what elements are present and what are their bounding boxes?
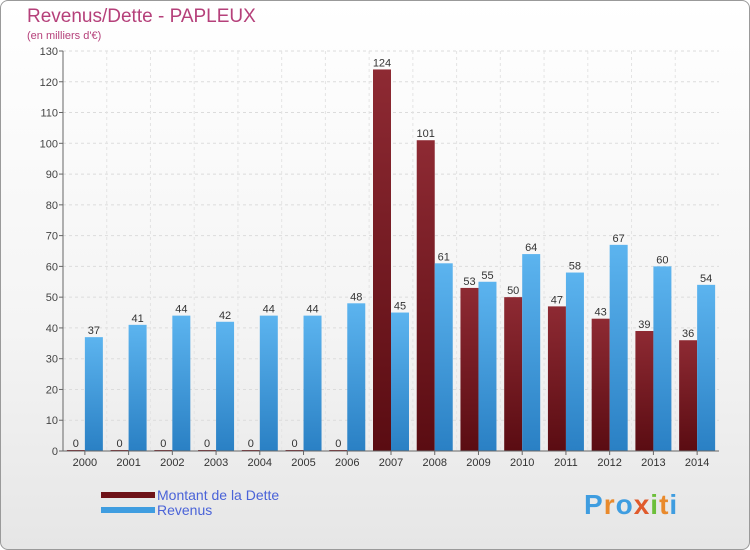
data-label-dette-2002: 0 bbox=[160, 438, 166, 450]
data-label-dette-2005: 0 bbox=[291, 438, 297, 450]
data-label-dette-2013: 39 bbox=[638, 319, 650, 331]
y-tick-label: 70 bbox=[46, 231, 58, 243]
data-label-dette-2011: 47 bbox=[551, 294, 563, 306]
bar-dette-2010 bbox=[504, 297, 523, 451]
legend-swatch-revenus bbox=[101, 506, 155, 513]
bar-revenus-2001 bbox=[128, 324, 147, 451]
data-label-revenus-2003: 42 bbox=[219, 310, 231, 322]
data-label-dette-2014: 36 bbox=[682, 328, 694, 340]
y-tick-label: 80 bbox=[46, 200, 58, 212]
y-tick-label: 120 bbox=[40, 77, 58, 89]
data-label-revenus-2010: 64 bbox=[525, 242, 537, 254]
x-axis: 2000 2001 2002 2003 2004 2005 2006 2007 2008 2009… bbox=[63, 450, 719, 469]
x-tick-label: 2000 bbox=[73, 457, 97, 469]
y-tick-label: 60 bbox=[46, 261, 58, 273]
x-tick-label: 2003 bbox=[204, 457, 228, 469]
data-label-dette-2006: 0 bbox=[335, 438, 341, 450]
data-label-revenus-2000: 37 bbox=[88, 325, 100, 337]
x-tick-label: 2009 bbox=[466, 457, 490, 469]
bar-revenus-2012 bbox=[609, 244, 628, 451]
bar-revenus-2011 bbox=[565, 272, 584, 451]
bar-revenus-2002 bbox=[172, 315, 191, 451]
x-tick-label: 2010 bbox=[510, 457, 534, 469]
data-label-dette-2007: 124 bbox=[373, 57, 391, 69]
bar-revenus-2013 bbox=[653, 266, 672, 451]
bar-dette-2007 bbox=[373, 69, 391, 451]
chart-title: Revenus/Dette - PAPLEUX bbox=[27, 6, 256, 27]
y-tick-label: 10 bbox=[46, 415, 58, 427]
y-tick-label: 50 bbox=[46, 292, 58, 304]
bar-revenus-2000 bbox=[84, 337, 103, 451]
bar-dette-2014 bbox=[679, 340, 698, 451]
data-label-revenus-2005: 44 bbox=[306, 304, 318, 316]
x-tick-label: 2013 bbox=[641, 457, 665, 469]
y-axis: 0 10 20 30 40 50 60 70 80 90 100 110 120 130 bbox=[40, 46, 64, 458]
bar-revenus-2007 bbox=[391, 312, 409, 451]
data-label-revenus-2007: 45 bbox=[394, 301, 406, 313]
proxiti-logo: Proxiti bbox=[584, 489, 679, 520]
data-label-revenus-2006: 48 bbox=[350, 291, 362, 303]
bar-revenus-2014 bbox=[697, 284, 716, 451]
bar-revenus-2008 bbox=[434, 263, 453, 451]
legend: Montant de la Dette Revenus bbox=[101, 486, 280, 518]
data-label-dette-2004: 0 bbox=[248, 438, 254, 450]
data-label-revenus-2013: 60 bbox=[656, 254, 668, 266]
data-label-revenus-2012: 67 bbox=[613, 233, 625, 245]
x-tick-label: 2004 bbox=[248, 457, 272, 469]
bar-revenus-2005 bbox=[303, 315, 322, 451]
data-label-revenus-2011: 58 bbox=[569, 261, 581, 273]
y-tick-label: 130 bbox=[40, 46, 58, 58]
data-label-revenus-2001: 41 bbox=[131, 313, 143, 325]
data-label-dette-2008: 101 bbox=[417, 128, 435, 140]
y-tick-label: 100 bbox=[40, 138, 58, 150]
data-label-revenus-2004: 44 bbox=[263, 304, 275, 316]
x-tick-label: 2001 bbox=[116, 457, 140, 469]
y-tick-label: 0 bbox=[52, 446, 58, 458]
bar-revenus-2009 bbox=[478, 281, 497, 451]
data-label-dette-2003: 0 bbox=[204, 438, 210, 450]
bar-dette-2012 bbox=[591, 318, 610, 451]
bar-dette-2011 bbox=[547, 306, 566, 451]
data-label-dette-2010: 50 bbox=[507, 285, 519, 297]
x-tick-label: 2014 bbox=[685, 457, 709, 469]
y-tick-label: 20 bbox=[46, 384, 58, 396]
bars bbox=[66, 69, 716, 451]
bar-revenus-2003 bbox=[216, 321, 235, 451]
x-tick-label: 2006 bbox=[335, 457, 359, 469]
x-tick-label: 2005 bbox=[291, 457, 315, 469]
data-label-revenus-2002: 44 bbox=[175, 304, 187, 316]
bar-revenus-2004 bbox=[259, 315, 278, 451]
data-labels: 0 37 0 41 0 44 0 42 0 44 0 44 0 48 124 45 101 61 53 55 50 64 4… bbox=[73, 57, 712, 450]
legend-label-dette: Montant de la Dette bbox=[157, 486, 280, 503]
x-tick-label: 2012 bbox=[597, 457, 621, 469]
y-tick-label: 40 bbox=[46, 323, 58, 335]
data-label-dette-2001: 0 bbox=[117, 438, 123, 450]
legend-item-dette: Montant de la Dette bbox=[101, 486, 280, 503]
data-label-revenus-2014: 54 bbox=[700, 273, 712, 285]
bar-dette-2008 bbox=[416, 140, 435, 451]
legend-label-revenus: Revenus bbox=[157, 501, 213, 518]
bar-dette-2013 bbox=[635, 331, 654, 451]
data-label-revenus-2008: 61 bbox=[438, 251, 450, 263]
x-tick-label: 2007 bbox=[379, 457, 403, 469]
legend-item-revenus: Revenus bbox=[101, 501, 279, 518]
bar-revenus-2010 bbox=[522, 254, 541, 451]
x-tick-label: 2002 bbox=[160, 457, 184, 469]
y-tick-label: 30 bbox=[46, 354, 58, 366]
bar-revenus-2006 bbox=[347, 303, 366, 451]
y-tick-label: 110 bbox=[40, 108, 58, 120]
data-label-revenus-2009: 55 bbox=[481, 270, 493, 282]
x-tick-label: 2008 bbox=[422, 457, 446, 469]
y-tick-label: 90 bbox=[46, 169, 58, 181]
legend-swatch-dette bbox=[101, 491, 155, 498]
data-label-dette-2000: 0 bbox=[73, 438, 79, 450]
bar-dette-2009 bbox=[460, 287, 479, 451]
x-tick-label: 2011 bbox=[554, 457, 578, 469]
data-label-dette-2009: 53 bbox=[463, 276, 475, 288]
data-label-dette-2012: 43 bbox=[595, 307, 607, 319]
chart-subtitle: (en milliers d'€) bbox=[27, 30, 102, 42]
